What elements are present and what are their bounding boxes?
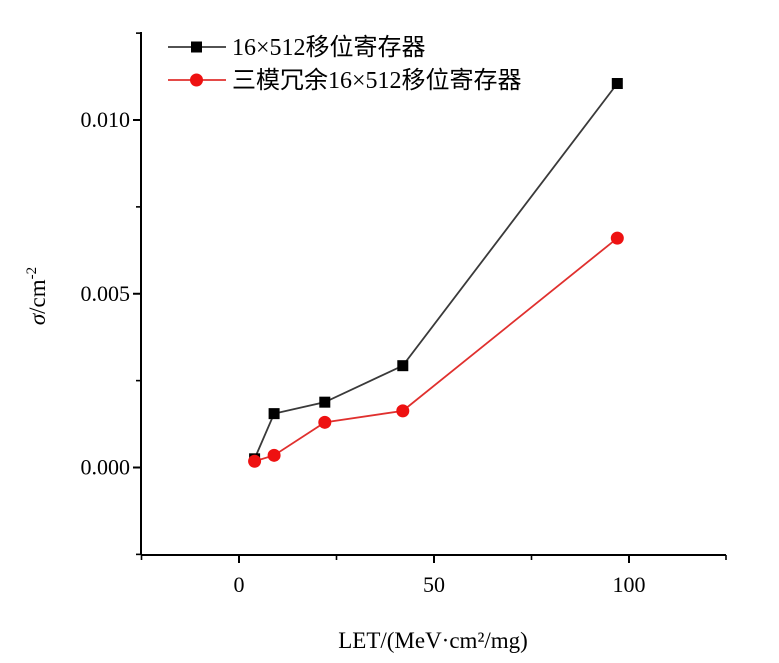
data-point bbox=[611, 78, 623, 90]
y-axis-title-main: σ bbox=[25, 312, 50, 325]
tick-labels: 0 50 100 0.000 0.005 0.010 bbox=[81, 107, 646, 597]
series-2 bbox=[248, 231, 624, 468]
y-tick-label: 0.005 bbox=[81, 281, 131, 306]
data-point bbox=[610, 231, 624, 245]
axes bbox=[140, 32, 726, 556]
x-tick-label: 50 bbox=[423, 572, 445, 597]
legend-marker bbox=[190, 73, 203, 87]
x-axis-title: LET/(MeV·cm²/mg) bbox=[338, 628, 528, 653]
series-layer bbox=[248, 78, 624, 468]
tick-marks bbox=[133, 32, 727, 563]
data-point bbox=[268, 408, 280, 420]
y-axis-title-unit: /cm bbox=[25, 279, 50, 314]
y-tick-label: 0.000 bbox=[81, 455, 131, 480]
data-point bbox=[267, 448, 281, 462]
y-tick-label: 0.010 bbox=[81, 107, 131, 132]
legend-marker bbox=[191, 41, 202, 53]
x-tick-label: 100 bbox=[613, 572, 646, 597]
data-point bbox=[248, 454, 262, 468]
x-tick-label: 0 bbox=[234, 572, 245, 597]
legend-item-1: 16×512移位寄存器 bbox=[168, 34, 426, 61]
legend-label: 三模冗余16×512移位寄存器 bbox=[232, 67, 522, 94]
legend-label: 16×512移位寄存器 bbox=[232, 34, 426, 61]
data-point bbox=[319, 396, 331, 408]
data-point bbox=[396, 404, 410, 418]
legend-item-2: 三模冗余16×512移位寄存器 bbox=[168, 67, 522, 94]
series-line bbox=[253, 82, 619, 460]
y-axis-title: σ/cm-2 bbox=[24, 267, 50, 325]
series-line bbox=[254, 237, 618, 463]
data-point bbox=[397, 360, 409, 372]
series-1 bbox=[249, 78, 623, 465]
data-point bbox=[318, 415, 332, 429]
y-axis-title-superscript: -2 bbox=[24, 267, 40, 280]
